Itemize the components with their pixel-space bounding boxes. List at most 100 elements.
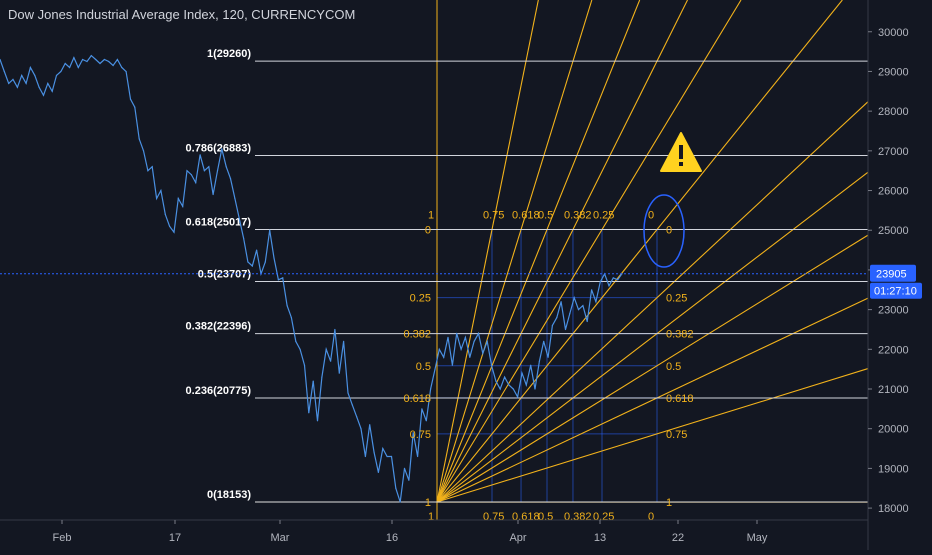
price-point <box>216 170 219 172</box>
price-point <box>116 58 118 61</box>
gann-fan-line <box>436 171 869 503</box>
price-point <box>525 384 527 386</box>
countdown-tag <box>870 282 922 299</box>
price-point <box>547 356 549 358</box>
price-point <box>103 58 105 61</box>
price-point <box>225 166 227 168</box>
price-point <box>195 182 197 184</box>
price-point <box>121 66 123 69</box>
price-point <box>334 328 336 331</box>
price-point <box>286 305 288 307</box>
price-point <box>473 340 475 342</box>
price-point <box>303 364 306 366</box>
price-point <box>482 352 484 354</box>
price-point <box>360 428 362 430</box>
price-point <box>573 297 575 299</box>
price-point <box>543 340 545 342</box>
price-point <box>556 317 558 319</box>
current-price-value: 23905 <box>876 269 907 281</box>
gann-bottom-label: 0.75 <box>483 511 504 523</box>
price-point <box>186 170 188 172</box>
price-point <box>64 62 66 65</box>
price-point <box>90 55 92 57</box>
chart-title: Dow Jones Industrial Average Index, 120,… <box>8 7 356 22</box>
annotation-ellipse <box>643 194 685 268</box>
warning-dot <box>679 162 683 166</box>
price-point <box>330 360 332 362</box>
price-point <box>212 193 214 196</box>
price-point <box>156 197 158 200</box>
price-point <box>177 197 179 200</box>
price-point <box>73 57 75 59</box>
price-point <box>443 356 445 358</box>
price-point <box>25 82 27 84</box>
gann-top-label: 0 <box>648 210 654 222</box>
price-point <box>508 384 510 386</box>
gann-left-label: 0.618 <box>403 393 431 405</box>
price-point <box>273 257 275 259</box>
price-point <box>386 455 388 458</box>
price-point <box>42 94 45 96</box>
gann-left-label: 0.75 <box>410 429 431 441</box>
price-point <box>438 348 440 350</box>
price-point <box>373 451 375 454</box>
gann-bottom-label: 0.382 <box>564 511 592 523</box>
price-point <box>425 420 427 422</box>
price-point <box>608 285 610 287</box>
price-point <box>451 364 453 366</box>
price-point <box>534 388 536 390</box>
gann-fan-line <box>436 297 869 503</box>
price-point <box>364 455 366 458</box>
price-point <box>399 501 401 503</box>
price-point <box>617 279 619 281</box>
y-tick-label: 22000 <box>878 344 909 356</box>
price-point <box>134 106 136 108</box>
gann-top-label: 0.382 <box>564 210 592 222</box>
price-point <box>312 380 314 382</box>
price-point <box>55 74 58 76</box>
price-point <box>282 277 284 279</box>
price-point <box>29 66 31 69</box>
price-point <box>495 380 497 382</box>
price-point <box>173 231 175 233</box>
price-point <box>382 447 384 450</box>
price-point <box>321 376 323 378</box>
fib-level-label: 1(29260) <box>207 48 251 60</box>
fib-level-label: 0.5(23707) <box>198 269 252 281</box>
price-point <box>499 388 501 390</box>
gann-right-label: 0.382 <box>666 329 694 341</box>
price-point <box>434 368 436 370</box>
gann-left-label: 0 <box>425 225 431 237</box>
price-point <box>160 189 162 192</box>
price-point <box>421 408 423 410</box>
y-tick-label: 20000 <box>878 424 909 436</box>
x-tick-label: 22 <box>672 532 684 544</box>
price-point <box>586 320 588 323</box>
fib-level-label: 0(18153) <box>207 489 251 501</box>
x-tick-label: 16 <box>386 532 398 544</box>
gann-right-label: 0 <box>666 225 672 237</box>
price-point <box>338 372 340 374</box>
price-point <box>595 301 597 303</box>
price-point <box>316 420 319 422</box>
gann-bottom-label: 0.25 <box>593 511 614 523</box>
price-point <box>530 364 532 366</box>
x-tick-label: Mar <box>271 532 290 544</box>
gann-left-label: 1 <box>425 497 431 509</box>
price-point <box>551 324 554 327</box>
fib-level-label: 0.382(22396) <box>186 321 252 333</box>
price-point <box>395 487 397 489</box>
warning-icon <box>660 132 702 172</box>
price-point <box>377 471 379 473</box>
gann-fan-line <box>436 0 843 503</box>
price-line <box>0 54 623 503</box>
price-point <box>164 213 166 215</box>
price-point <box>486 340 488 342</box>
gann-right-label: 0.75 <box>666 429 687 441</box>
y-tick-label: 29000 <box>878 66 909 78</box>
gann-fan-line <box>436 0 689 503</box>
current-price-tag <box>870 264 916 282</box>
gann-bottom-label: 0.5 <box>538 511 553 523</box>
